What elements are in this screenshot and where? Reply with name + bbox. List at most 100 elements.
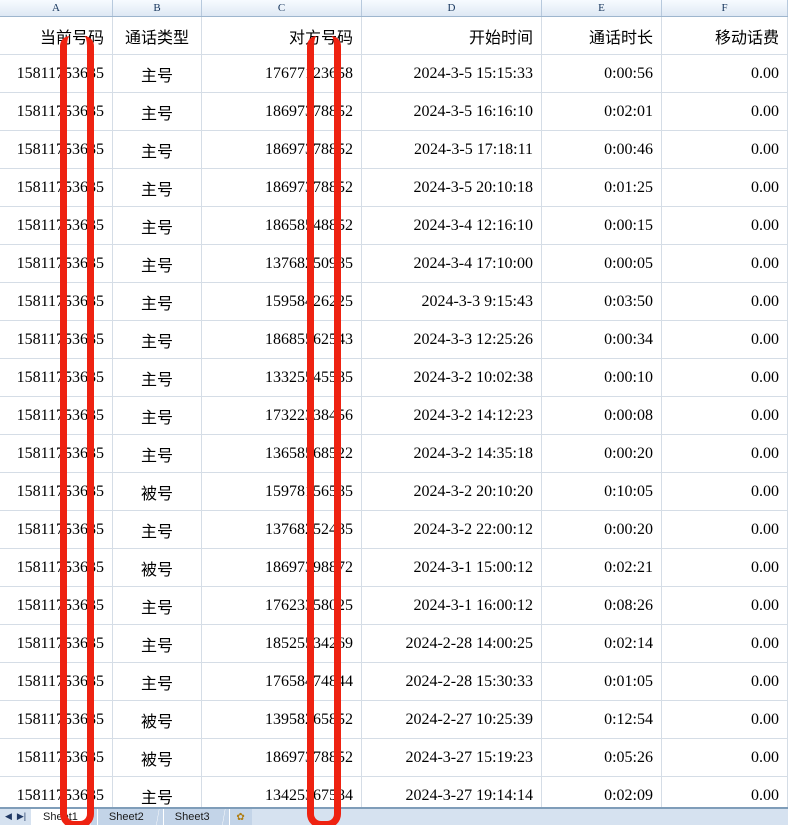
cell-e7[interactable]: 0:00:05 — [542, 245, 662, 282]
cell-c3[interactable]: 18697378852 — [202, 93, 362, 130]
cell-d7[interactable]: 2024-3-4 17:10:00 — [362, 245, 542, 282]
cell-c6[interactable]: 18658548852 — [202, 207, 362, 244]
column-header-f[interactable]: F — [662, 0, 788, 16]
cell-d20[interactable]: 2024-3-27 15:19:23 — [362, 739, 542, 776]
cell-f3[interactable]: 0.00 — [662, 93, 788, 130]
nav-last-icon[interactable]: ▶| — [16, 810, 27, 821]
cell-b21[interactable]: 主号 — [113, 777, 202, 814]
cell-b4[interactable]: 主号 — [113, 131, 202, 168]
sheet-tab-sheet2[interactable]: Sheet2 — [96, 809, 153, 825]
sheet-nav-buttons[interactable]: ◀ ▶| — [0, 809, 31, 825]
cell-b9[interactable]: 主号 — [113, 321, 202, 358]
cell-d9[interactable]: 2024-3-3 12:25:26 — [362, 321, 542, 358]
cell-b12[interactable]: 主号 — [113, 435, 202, 472]
cell-b5[interactable]: 主号 — [113, 169, 202, 206]
column-header-b[interactable]: B — [113, 0, 202, 16]
cell-d17[interactable]: 2024-2-28 14:00:25 — [362, 625, 542, 662]
cell-c4[interactable]: 18697378852 — [202, 131, 362, 168]
cell-e16[interactable]: 0:08:26 — [542, 587, 662, 624]
cell-e2[interactable]: 0:00:56 — [542, 55, 662, 92]
sheet-tab-sheet1[interactable]: Sheet1 — [31, 809, 87, 825]
column-header-e[interactable]: E — [542, 0, 662, 16]
cell-e6[interactable]: 0:00:15 — [542, 207, 662, 244]
cell-a12[interactable]: 15811753635 — [0, 435, 113, 472]
cell-a18[interactable]: 15811753635 — [0, 663, 113, 700]
cell-d21[interactable]: 2024-3-27 19:14:14 — [362, 777, 542, 814]
cell-d4[interactable]: 2024-3-5 17:18:11 — [362, 131, 542, 168]
column-header-a[interactable]: A — [0, 0, 113, 16]
cell-f10[interactable]: 0.00 — [662, 359, 788, 396]
cell-d2[interactable]: 2024-3-5 15:15:33 — [362, 55, 542, 92]
cell-a10[interactable]: 15811753635 — [0, 359, 113, 396]
cell-f9[interactable]: 0.00 — [662, 321, 788, 358]
cell-a17[interactable]: 15811753635 — [0, 625, 113, 662]
nav-prev-icon[interactable]: ◀ — [5, 810, 12, 821]
cell-a14[interactable]: 15811753635 — [0, 511, 113, 548]
cell-a11[interactable]: 15811753635 — [0, 397, 113, 434]
cell-b3[interactable]: 主号 — [113, 93, 202, 130]
cell-a9[interactable]: 15811753635 — [0, 321, 113, 358]
cell-b7[interactable]: 主号 — [113, 245, 202, 282]
cell-f7[interactable]: 0.00 — [662, 245, 788, 282]
cell-f6[interactable]: 0.00 — [662, 207, 788, 244]
cell-e12[interactable]: 0:00:20 — [542, 435, 662, 472]
cell-a6[interactable]: 15811753635 — [0, 207, 113, 244]
cell-e20[interactable]: 0:05:26 — [542, 739, 662, 776]
cell-d19[interactable]: 2024-2-27 10:25:39 — [362, 701, 542, 738]
cell-e10[interactable]: 0:00:10 — [542, 359, 662, 396]
cell-b17[interactable]: 主号 — [113, 625, 202, 662]
cell-e18[interactable]: 0:01:05 — [542, 663, 662, 700]
cell-e4[interactable]: 0:00:46 — [542, 131, 662, 168]
cell-d6[interactable]: 2024-3-4 12:16:10 — [362, 207, 542, 244]
cell-f11[interactable]: 0.00 — [662, 397, 788, 434]
cell-c18[interactable]: 17658474844 — [202, 663, 362, 700]
cell-c13[interactable]: 15978156585 — [202, 473, 362, 510]
cell-f15[interactable]: 0.00 — [662, 549, 788, 586]
cell-f17[interactable]: 0.00 — [662, 625, 788, 662]
cell-d16[interactable]: 2024-3-1 16:00:12 — [362, 587, 542, 624]
cell-f14[interactable]: 0.00 — [662, 511, 788, 548]
column-title-e[interactable]: 通话时长 — [542, 17, 662, 54]
cell-b18[interactable]: 主号 — [113, 663, 202, 700]
new-sheet-icon[interactable]: ✿ — [228, 809, 252, 825]
cell-d8[interactable]: 2024-3-3 9:15:43 — [362, 283, 542, 320]
cell-b10[interactable]: 主号 — [113, 359, 202, 396]
cell-e21[interactable]: 0:02:09 — [542, 777, 662, 814]
cell-b19[interactable]: 被号 — [113, 701, 202, 738]
cell-a15[interactable]: 15811753635 — [0, 549, 113, 586]
cell-c7[interactable]: 13768250985 — [202, 245, 362, 282]
cell-b16[interactable]: 主号 — [113, 587, 202, 624]
cell-e11[interactable]: 0:00:08 — [542, 397, 662, 434]
cell-d10[interactable]: 2024-3-2 10:02:38 — [362, 359, 542, 396]
cell-c10[interactable]: 13325545585 — [202, 359, 362, 396]
cell-c17[interactable]: 18525534269 — [202, 625, 362, 662]
column-title-f[interactable]: 移动话费 — [662, 17, 788, 54]
cell-e17[interactable]: 0:02:14 — [542, 625, 662, 662]
cell-a5[interactable]: 15811753635 — [0, 169, 113, 206]
cell-c20[interactable]: 18697378852 — [202, 739, 362, 776]
cell-b11[interactable]: 主号 — [113, 397, 202, 434]
cell-c12[interactable]: 13658568522 — [202, 435, 362, 472]
cell-d14[interactable]: 2024-3-2 22:00:12 — [362, 511, 542, 548]
cell-c9[interactable]: 18685562543 — [202, 321, 362, 358]
cell-f20[interactable]: 0.00 — [662, 739, 788, 776]
cell-b15[interactable]: 被号 — [113, 549, 202, 586]
cell-f19[interactable]: 0.00 — [662, 701, 788, 738]
cell-e19[interactable]: 0:12:54 — [542, 701, 662, 738]
cell-e8[interactable]: 0:03:50 — [542, 283, 662, 320]
cell-c19[interactable]: 13958265852 — [202, 701, 362, 738]
cell-d12[interactable]: 2024-3-2 14:35:18 — [362, 435, 542, 472]
cell-e15[interactable]: 0:02:21 — [542, 549, 662, 586]
cell-d3[interactable]: 2024-3-5 16:16:10 — [362, 93, 542, 130]
cell-c15[interactable]: 18697398872 — [202, 549, 362, 586]
cell-c8[interactable]: 15958426225 — [202, 283, 362, 320]
cell-a7[interactable]: 15811753635 — [0, 245, 113, 282]
cell-f2[interactable]: 0.00 — [662, 55, 788, 92]
column-title-c[interactable]: 对方号码 — [202, 17, 362, 54]
cell-a16[interactable]: 15811753635 — [0, 587, 113, 624]
cell-f16[interactable]: 0.00 — [662, 587, 788, 624]
cell-d18[interactable]: 2024-2-28 15:30:33 — [362, 663, 542, 700]
cell-b14[interactable]: 主号 — [113, 511, 202, 548]
cell-b6[interactable]: 主号 — [113, 207, 202, 244]
cell-a13[interactable]: 15811753635 — [0, 473, 113, 510]
